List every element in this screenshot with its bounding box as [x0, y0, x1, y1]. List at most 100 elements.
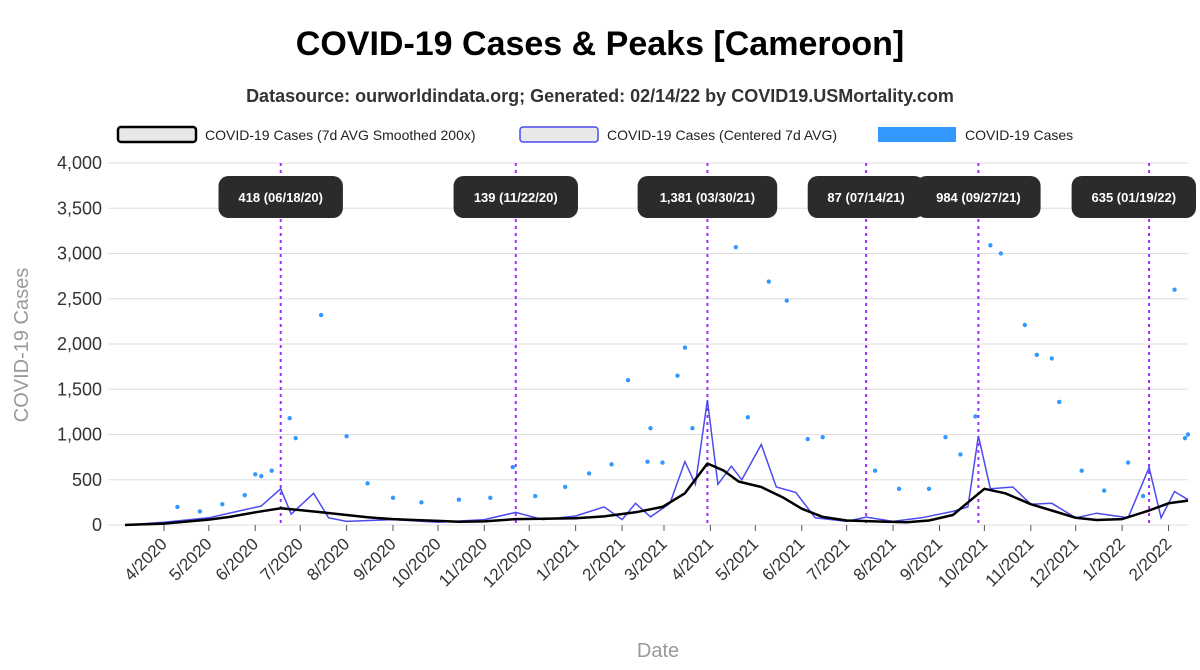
- x-tick-label: 4/2021: [667, 534, 717, 584]
- x-tick-label: 6/2020: [212, 534, 262, 584]
- data-point: [175, 504, 180, 510]
- grid: [108, 162, 1188, 526]
- y-tick-label: 4,000: [57, 153, 102, 173]
- data-point: [1034, 352, 1039, 358]
- data-point: [269, 468, 274, 473]
- series-line-smoothed: [124, 462, 1189, 527]
- data-point: [197, 509, 203, 514]
- data-point: [1101, 488, 1107, 493]
- peak-labels: 418 (06/18/20) 139 (11/22/20) 1,381 (03/30…: [218, 176, 1196, 218]
- peak-label-box: [453, 176, 578, 218]
- x-tick-label: 7/2021: [803, 534, 853, 584]
- series-line-centered-7d-avg: [124, 399, 1189, 526]
- peak-label: 87 (07/14/21): [827, 190, 904, 205]
- x-axis-label: Date: [637, 640, 679, 662]
- legend-swatch: [519, 126, 599, 143]
- data-point: [973, 414, 978, 419]
- peak-label: 418 (06/18/20): [238, 190, 323, 205]
- y-tick-label: 1,000: [57, 425, 102, 445]
- data-point: [253, 472, 258, 477]
- data-point: [998, 251, 1004, 256]
- data-point: [805, 436, 810, 442]
- data-point: [318, 312, 324, 318]
- peak-label: 1,381 (03/30/21): [660, 190, 755, 205]
- legend-swatch: [116, 125, 198, 144]
- x-axis: 4/20205/20206/20207/20208/20209/202010/2…: [121, 525, 1175, 591]
- y-tick-label: 2,000: [57, 334, 102, 354]
- peak-label-box: [916, 176, 1041, 218]
- x-tick-label: 8/2020: [303, 534, 353, 584]
- y-tick-label: 1,500: [57, 379, 102, 399]
- peak-label: 984 (09/27/21): [936, 190, 1021, 205]
- legend-label: COVID-19 Cases (7d AVG Smoothed 200x): [205, 127, 476, 143]
- x-tick-label: 4/2020: [121, 534, 171, 584]
- data-point: [745, 415, 751, 420]
- data-point: [586, 471, 592, 476]
- data-point: [533, 493, 538, 499]
- x-tick-label: 8/2021: [850, 534, 900, 584]
- data-point: [872, 468, 878, 473]
- data-point: [1049, 356, 1054, 361]
- data-point: [988, 243, 993, 248]
- data-point: [896, 486, 902, 491]
- peak-label-box: [218, 176, 343, 218]
- legend: COVID-19 Cases (7d AVG Smoothed 200x) COV…: [116, 125, 1073, 144]
- x-tick-label: 3/2021: [621, 534, 671, 584]
- data-point: [660, 460, 665, 465]
- y-tick-label: 3,000: [57, 244, 102, 264]
- data-point: [510, 464, 515, 470]
- data-point: [675, 373, 680, 378]
- data-point: [287, 416, 292, 421]
- data-point: [259, 473, 264, 479]
- x-tick-label: 10/2021: [934, 534, 991, 591]
- data-point: [625, 378, 631, 383]
- data-point: [1140, 493, 1146, 499]
- data-point: [242, 492, 247, 498]
- data-point: [562, 484, 568, 490]
- x-tick-label: 2/2021: [579, 534, 629, 584]
- data-point: [733, 244, 739, 250]
- peak-label: 635 (01/19/22): [1092, 190, 1177, 205]
- y-axis: 0 500 1,000 1,500 2,000 2,500 3,000 3,500 4,000: [57, 153, 102, 535]
- data-point: [648, 425, 653, 431]
- chart-title: COVID-19 Cases & Peaks [Cameroon]: [296, 25, 904, 63]
- data-point: [609, 462, 614, 467]
- data-point: [344, 434, 349, 439]
- data-point: [456, 497, 462, 502]
- chart-subtitle: Datasource: ourworldindata.org; Generate…: [246, 86, 954, 106]
- data-point: [1172, 287, 1177, 292]
- x-tick-label: 12/2020: [479, 534, 536, 591]
- data-point: [1125, 460, 1131, 465]
- data-point: [1022, 322, 1028, 328]
- legend-swatch: [878, 127, 956, 142]
- series-group: [124, 243, 1191, 527]
- y-axis-label: COVID-19 Cases: [11, 268, 33, 423]
- data-point: [293, 435, 298, 441]
- data-point: [682, 345, 688, 350]
- data-point: [645, 459, 650, 464]
- data-point: [690, 425, 695, 431]
- peak-label-box: [1071, 176, 1196, 218]
- data-point: [943, 435, 948, 440]
- y-tick-label: 2,500: [57, 289, 102, 309]
- y-tick-label: 0: [92, 515, 102, 535]
- x-tick-label: 6/2021: [758, 534, 808, 584]
- x-tick-label: 1/2021: [532, 534, 582, 584]
- y-tick-label: 3,500: [57, 198, 102, 218]
- data-point: [220, 501, 225, 507]
- data-point: [419, 500, 424, 505]
- data-point: [390, 495, 396, 501]
- x-tick-label: 12/2021: [1026, 534, 1083, 591]
- data-point: [365, 481, 370, 486]
- x-tick-label: 1/2022: [1079, 534, 1129, 584]
- data-point: [784, 298, 789, 303]
- peak-label: 139 (11/22/20): [474, 190, 558, 205]
- data-point: [488, 495, 493, 501]
- data-point: [926, 486, 932, 491]
- peak-label-box: [807, 176, 925, 218]
- legend-label: COVID-19 Cases (Centered 7d AVG): [607, 127, 837, 143]
- x-tick-label: 7/2020: [257, 534, 307, 584]
- y-tick-label: 500: [72, 470, 102, 490]
- x-tick-label: 2/2022: [1125, 534, 1175, 584]
